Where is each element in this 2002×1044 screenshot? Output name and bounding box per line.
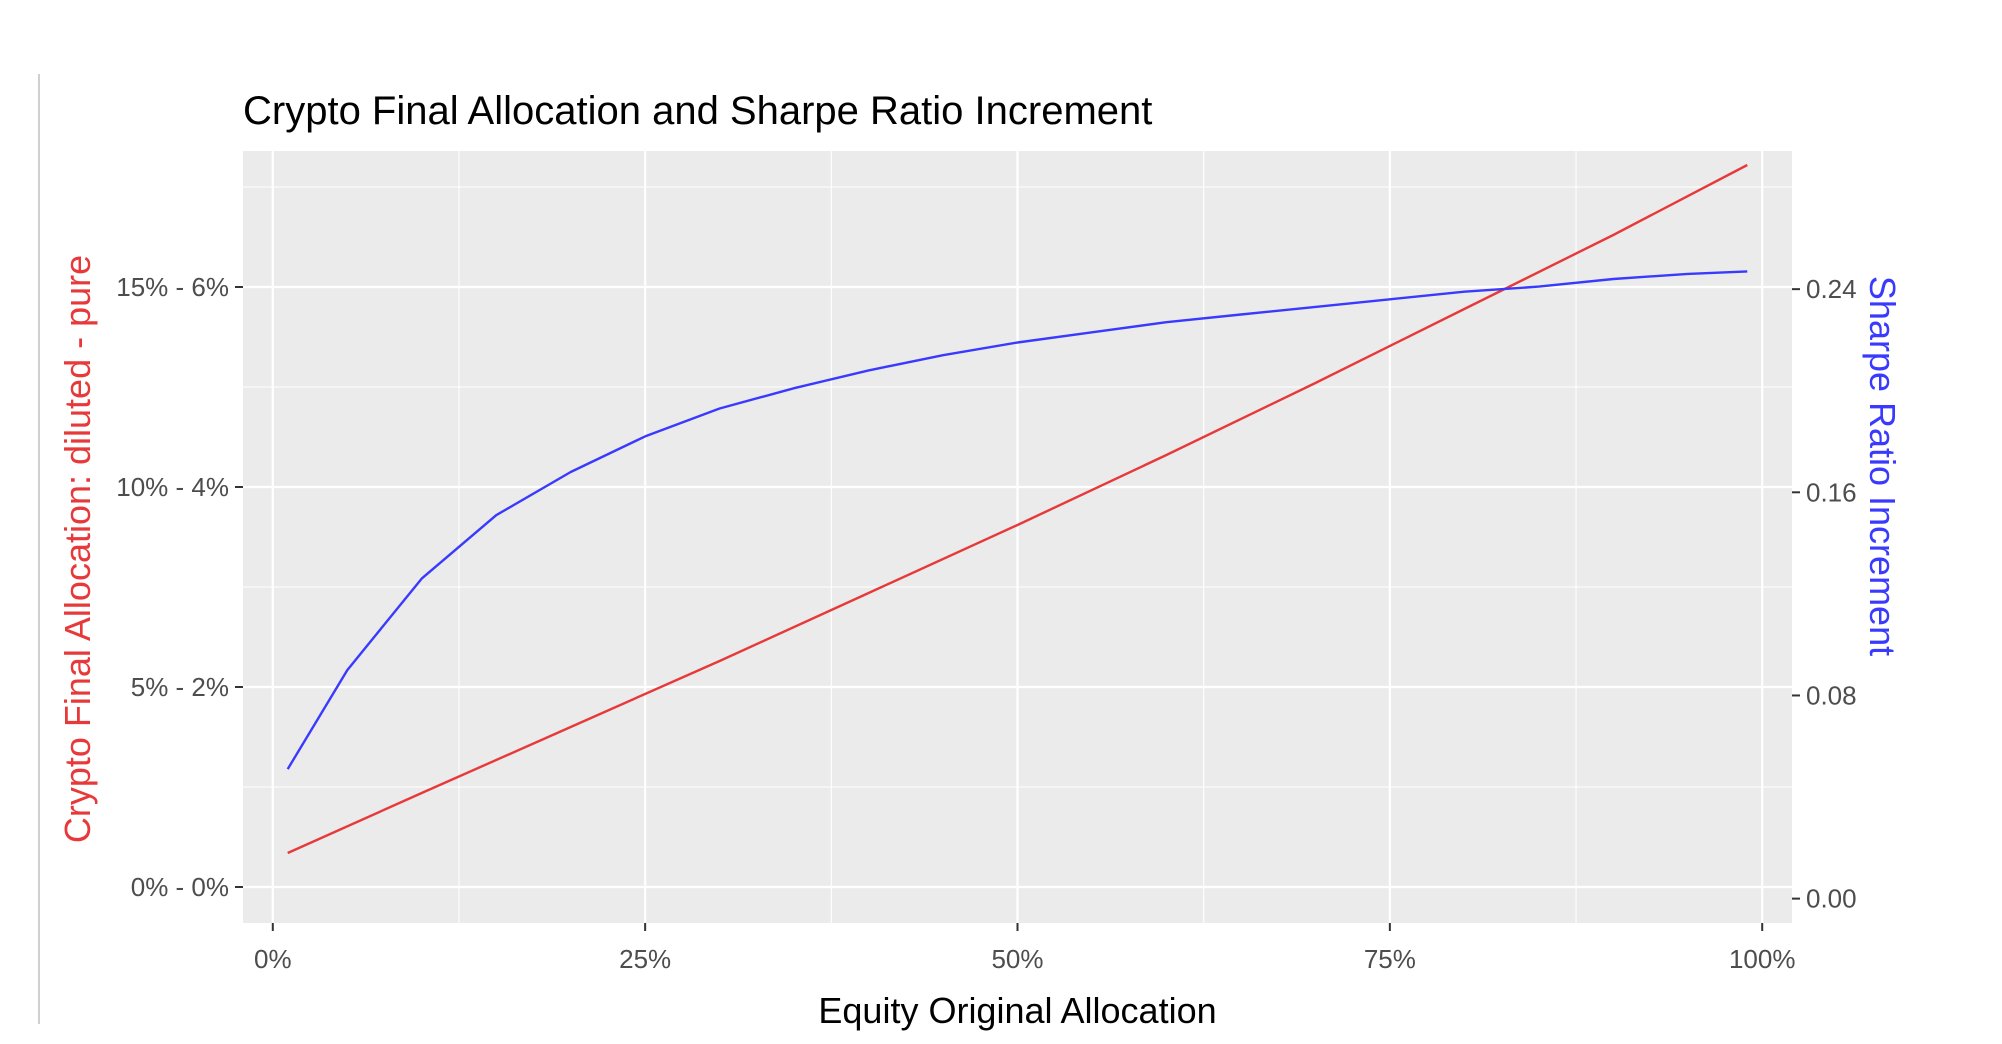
x-tick-label: 100% (1729, 944, 1796, 974)
left-border-line (38, 74, 40, 1024)
y-right-axis-label: Sharpe Ratio Increment (1862, 276, 1903, 656)
x-tick-label: 75% (1364, 944, 1416, 974)
y-right-tick-label: 0.16 (1806, 477, 1857, 507)
y-left-tick-label: 10% - 4% (116, 472, 229, 502)
x-axis-ticks: 0% 25% 50% 75% 100% (254, 923, 1795, 974)
x-axis-label: Equity Original Allocation (818, 990, 1216, 1031)
chart-title: Crypto Final Allocation and Sharpe Ratio… (243, 89, 1152, 133)
crypto-allocation-line (287, 163, 1748, 855)
y-left-tick-label: 5% - 2% (131, 672, 229, 702)
x-tick-label: 0% (254, 944, 292, 974)
y-right-tick-label: 0.00 (1806, 884, 1857, 914)
series-layer (286, 163, 1748, 855)
sharpe-ratio-line (286, 270, 1748, 770)
y-right-tick-label: 0.08 (1806, 680, 1857, 710)
y-left-tick-label: 0% - 0% (131, 872, 229, 902)
x-tick-label: 50% (991, 944, 1043, 974)
y-left-tick-label: 15% - 6% (116, 272, 229, 302)
y-left-axis-ticks: 0% - 0% 5% - 2% 10% - 4% 15% - 6% (116, 272, 243, 902)
y-right-axis-ticks: 0.00 0.08 0.16 0.24 (1792, 274, 1857, 914)
y-right-tick-label: 0.24 (1806, 274, 1857, 304)
x-tick-label: 25% (619, 944, 671, 974)
y-left-axis-label: Crypto Final Allocation: diluted - pure (57, 255, 98, 843)
